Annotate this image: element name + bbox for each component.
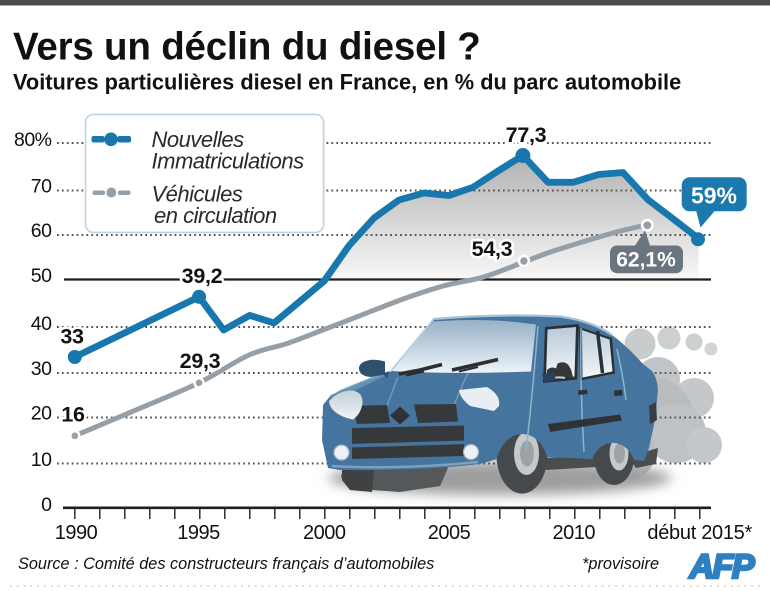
svg-text:début 2015*: début 2015* — [647, 522, 752, 544]
svg-text:1995: 1995 — [177, 522, 220, 544]
svg-text:*provisoire: *provisoire — [582, 555, 659, 573]
svg-text:16: 16 — [61, 403, 85, 427]
svg-text:70: 70 — [31, 176, 52, 198]
svg-text:54,3: 54,3 — [472, 237, 513, 261]
svg-text:2010: 2010 — [553, 522, 596, 544]
svg-text:40: 40 — [31, 313, 52, 335]
svg-text:50: 50 — [31, 265, 52, 287]
svg-text:AFP: AFP — [689, 548, 755, 586]
svg-text:Immatriculations: Immatriculations — [152, 149, 305, 174]
svg-text:Vers un déclin du diesel ?: Vers un déclin du diesel ? — [13, 26, 481, 69]
svg-text:Nouvelles: Nouvelles — [152, 127, 245, 152]
svg-text:1990: 1990 — [55, 522, 98, 544]
svg-text:33: 33 — [60, 325, 84, 349]
svg-text:Voitures particulières diesel: Voitures particulières diesel en France,… — [13, 70, 681, 95]
svg-text:29,3: 29,3 — [180, 349, 221, 373]
svg-text:39,2: 39,2 — [182, 264, 223, 288]
svg-text:77,3: 77,3 — [506, 123, 547, 147]
svg-text:62,1%: 62,1% — [616, 249, 676, 272]
svg-text:60: 60 — [31, 220, 52, 242]
svg-text:2000: 2000 — [303, 522, 346, 544]
svg-text:30: 30 — [31, 358, 52, 380]
svg-text:10: 10 — [31, 449, 52, 471]
svg-text:Véhicules: Véhicules — [152, 182, 243, 207]
svg-text:en circulation: en circulation — [154, 203, 277, 228]
svg-text:59%: 59% — [691, 183, 737, 209]
svg-text:20: 20 — [31, 403, 52, 425]
svg-text:0: 0 — [41, 494, 52, 516]
svg-text:2005: 2005 — [428, 522, 471, 544]
svg-text:Source : Comité des constructe: Source : Comité des constructeurs frança… — [18, 555, 434, 573]
svg-text:80%: 80% — [14, 129, 52, 151]
